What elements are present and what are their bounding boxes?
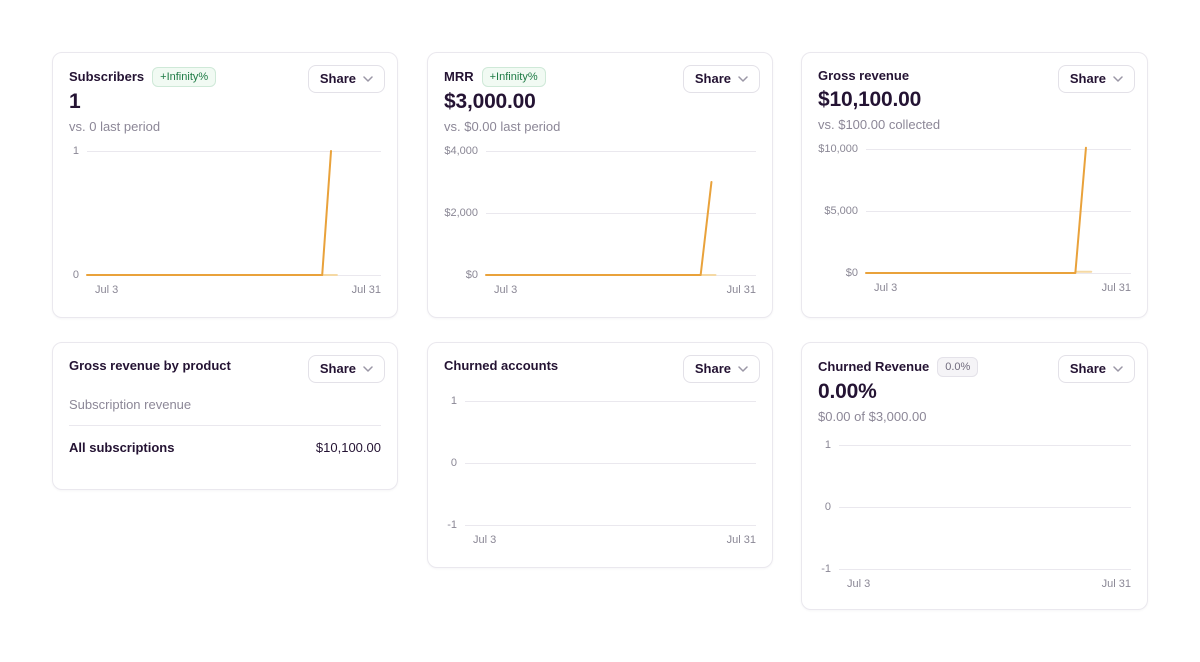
- card-header: MRR +Infinity%: [444, 67, 756, 87]
- card-header: Subscribers +Infinity%: [69, 67, 381, 87]
- plot-area[interactable]: [839, 444, 1131, 570]
- divider: [69, 425, 381, 426]
- metric-subtitle: $0.00 of $3,000.00: [818, 409, 927, 424]
- product-row-value: $10,100.00: [315, 440, 381, 455]
- card-title: Churned Revenue: [818, 359, 930, 374]
- card-churned-accounts: Churned accounts Share 1 0 -1 Jul 3 Jul 31: [427, 342, 773, 568]
- metric-value: 0.00%: [818, 380, 877, 403]
- plot-area[interactable]: [486, 150, 756, 275]
- y-axis-labels: $10,000 $5,000 $0: [818, 143, 858, 279]
- growth-badge: +Infinity%: [481, 67, 546, 87]
- card-title: Subscribers: [69, 69, 145, 84]
- plot-area[interactable]: [866, 149, 1131, 273]
- x-tick-end: Jul 31: [351, 284, 381, 296]
- card-mrr: MRR +Infinity% Share $3,000.00 vs. $0.00…: [427, 52, 773, 318]
- x-tick-start: Jul 3: [874, 282, 898, 294]
- x-axis-labels: Jul 3 Jul 31: [87, 284, 381, 297]
- card-gross-revenue-by-product: Gross revenue by product Share Subscript…: [52, 342, 398, 490]
- card-gross-revenue: Gross revenue Share $10,100.00 vs. $100.…: [801, 52, 1148, 318]
- card-header: Gross revenue: [818, 67, 1131, 85]
- churned-revenue-line-chart: 1 0 -1 Jul 3 Jul 31: [818, 439, 1131, 591]
- chevron-down-icon: [363, 366, 373, 372]
- x-tick-start: Jul 3: [494, 284, 518, 296]
- product-row-label: All subscriptions: [69, 440, 175, 455]
- x-tick-start: Jul 3: [95, 284, 119, 296]
- chevron-down-icon: [1113, 366, 1123, 372]
- chevron-down-icon: [363, 76, 373, 82]
- share-button-label: Share: [319, 361, 356, 376]
- metric-subtitle: vs. $100.00 collected: [818, 117, 941, 132]
- x-tick-end: Jul 31: [726, 284, 756, 296]
- card-header: Gross revenue by product: [69, 357, 381, 375]
- x-tick-start: Jul 3: [847, 578, 871, 590]
- churn-rate-badge: 0.0%: [937, 357, 979, 377]
- growth-badge: +Infinity%: [152, 67, 217, 87]
- chevron-down-icon: [738, 366, 748, 372]
- share-button-label: Share: [1069, 361, 1106, 376]
- share-button[interactable]: Share: [307, 355, 385, 383]
- churned-accounts-line-chart: 1 0 -1 Jul 3 Jul 31: [444, 395, 756, 547]
- metric-subtitle: vs. $0.00 last period: [444, 119, 561, 134]
- gross-revenue-line-chart: $10,000 $5,000 $0 Jul 3 Jul 31: [818, 143, 1131, 295]
- x-tick-start: Jul 3: [473, 534, 497, 546]
- metric-value: $3,000.00: [444, 90, 536, 113]
- share-button-label: Share: [1069, 71, 1106, 86]
- x-tick-end: Jul 31: [726, 534, 756, 546]
- mrr-line-chart: $4,000 $2,000 $0 Jul 3 Jul 31: [444, 145, 756, 297]
- card-churned-revenue: Churned Revenue 0.0% Share 0.00% $0.00 o…: [801, 342, 1148, 610]
- card-header: Churned accounts: [444, 357, 756, 375]
- share-button-label: Share: [694, 71, 731, 86]
- card-title: Gross revenue: [818, 68, 910, 83]
- chevron-down-icon: [738, 76, 748, 82]
- x-axis-labels: Jul 3 Jul 31: [839, 578, 1131, 591]
- x-axis-labels: Jul 3 Jul 31: [465, 534, 756, 547]
- y-axis-labels: $4,000 $2,000 $0: [444, 145, 478, 281]
- metric-subtitle: vs. 0 last period: [69, 119, 161, 134]
- share-button-label: Share: [694, 361, 731, 376]
- product-row: All subscriptions $10,100.00: [69, 440, 381, 456]
- x-axis-labels: Jul 3 Jul 31: [486, 284, 756, 297]
- y-axis-labels: 1 0 -1: [821, 439, 831, 575]
- card-title: Gross revenue by product: [69, 358, 231, 373]
- card-title: MRR: [444, 69, 474, 84]
- card-header: Churned Revenue 0.0%: [818, 357, 1131, 377]
- x-axis-labels: Jul 3 Jul 31: [866, 282, 1131, 295]
- metric-value: 1: [69, 90, 81, 113]
- share-button[interactable]: Share: [1057, 355, 1135, 383]
- share-button[interactable]: Share: [307, 65, 385, 93]
- plot-area[interactable]: [465, 400, 756, 526]
- metric-value: $10,100.00: [818, 88, 922, 111]
- card-title: Churned accounts: [444, 358, 559, 373]
- y-axis-labels: 1 0 -1: [447, 395, 457, 531]
- share-button[interactable]: Share: [682, 65, 760, 93]
- card-subscribers: Subscribers +Infinity% Share 1 vs. 0 las…: [52, 52, 398, 318]
- share-button[interactable]: Share: [1057, 65, 1135, 93]
- product-group-label: Subscription revenue: [69, 397, 192, 412]
- x-tick-end: Jul 31: [1101, 282, 1131, 294]
- share-button-label: Share: [319, 71, 356, 86]
- x-tick-end: Jul 31: [1101, 578, 1131, 590]
- chevron-down-icon: [1113, 76, 1123, 82]
- plot-area[interactable]: [87, 151, 381, 275]
- share-button[interactable]: Share: [682, 355, 760, 383]
